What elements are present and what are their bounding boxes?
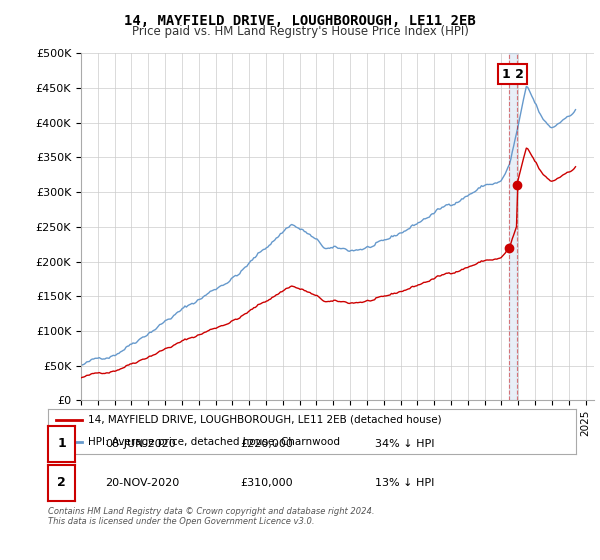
Text: 1: 1	[57, 437, 66, 450]
Text: Contains HM Land Registry data © Crown copyright and database right 2024.
This d: Contains HM Land Registry data © Crown c…	[48, 507, 374, 526]
Text: 14, MAYFIELD DRIVE, LOUGHBOROUGH, LE11 2EB (detached house): 14, MAYFIELD DRIVE, LOUGHBOROUGH, LE11 2…	[88, 415, 441, 425]
Text: £220,000: £220,000	[240, 439, 293, 449]
Bar	[509, 53, 517, 400]
Text: £310,000: £310,000	[240, 478, 293, 488]
Text: 1 2: 1 2	[502, 68, 524, 81]
Text: 2: 2	[57, 477, 66, 489]
Text: 13% ↓ HPI: 13% ↓ HPI	[375, 478, 434, 488]
Text: 20-NOV-2020: 20-NOV-2020	[105, 478, 179, 488]
Text: 34% ↓ HPI: 34% ↓ HPI	[375, 439, 434, 449]
Text: 08-JUN-2020: 08-JUN-2020	[105, 439, 176, 449]
Text: HPI: Average price, detached house, Charnwood: HPI: Average price, detached house, Char…	[88, 437, 340, 447]
Text: 14, MAYFIELD DRIVE, LOUGHBOROUGH, LE11 2EB: 14, MAYFIELD DRIVE, LOUGHBOROUGH, LE11 2…	[124, 14, 476, 28]
Text: Price paid vs. HM Land Registry's House Price Index (HPI): Price paid vs. HM Land Registry's House …	[131, 25, 469, 38]
